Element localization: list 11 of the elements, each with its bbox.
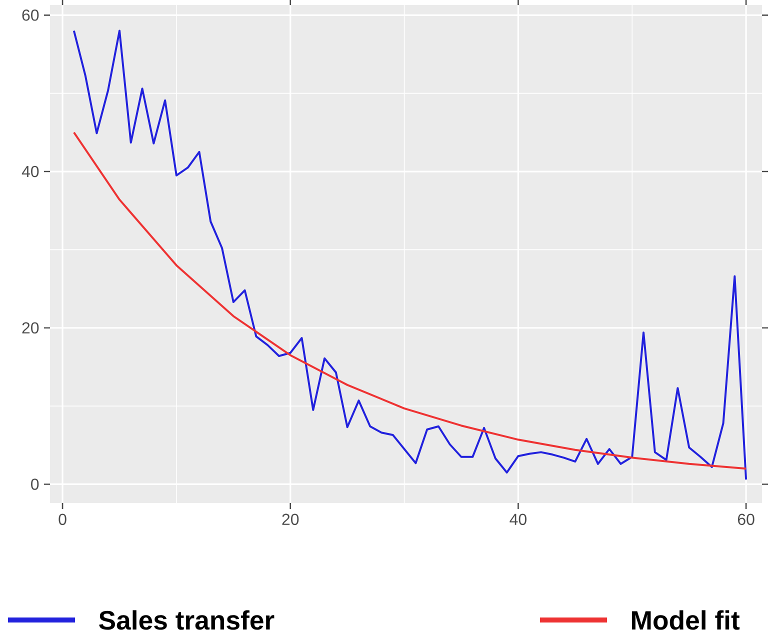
y-tick-label: 0 [31, 478, 39, 490]
y-tick-label: 40 [22, 166, 39, 178]
legend-label: Sales transfer [99, 610, 274, 630]
x-tick-label: 60 [738, 514, 754, 526]
x-tick-label: 0 [58, 514, 66, 526]
legend-label: Model fit [632, 610, 740, 630]
y-tick-label: 60 [22, 9, 39, 21]
y-tick-label: 20 [22, 322, 39, 334]
x-tick-label: 40 [510, 514, 526, 526]
x-tick-label: 20 [282, 514, 299, 526]
line-series [72, 131, 748, 470]
